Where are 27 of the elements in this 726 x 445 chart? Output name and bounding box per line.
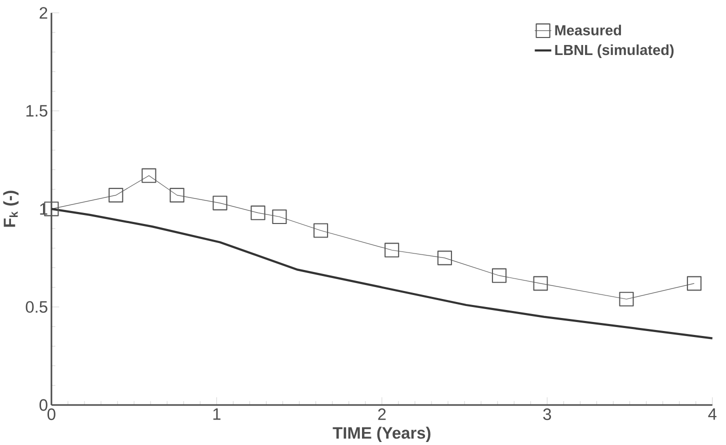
- y-axis-title: F$_{k}$ (-): [3, 190, 19, 227]
- x-tick-label: 2: [378, 408, 386, 420]
- point: [533, 276, 548, 291]
- x-axis-title: TIME (Years): [332, 426, 430, 442]
- line-series: [50, 208, 714, 340]
- point: [108, 188, 124, 202]
- y-tick-label: 2: [40, 6, 48, 18]
- point: [686, 276, 702, 291]
- point: [212, 196, 228, 210]
- x-tick-label: 0: [48, 408, 56, 420]
- legend-label: Measured: [555, 24, 622, 36]
- point: [142, 168, 156, 183]
- point: [170, 188, 184, 202]
- y-tick-label: 1.5: [26, 105, 48, 117]
- point: [492, 268, 507, 283]
- x-tick-label: 1: [213, 408, 220, 420]
- point: [384, 242, 400, 258]
- point: [272, 209, 287, 224]
- point: [619, 292, 634, 306]
- point: [437, 250, 452, 266]
- point: [250, 205, 266, 220]
- x-tick-label: 4: [708, 408, 716, 420]
- y-tick-label: 0: [40, 399, 48, 411]
- x-tick-label: 3: [543, 408, 551, 420]
- y-tick-label: 0.5: [26, 301, 48, 313]
- legend-label: LBNL (simulated): [555, 44, 674, 58]
- point: [313, 223, 328, 238]
